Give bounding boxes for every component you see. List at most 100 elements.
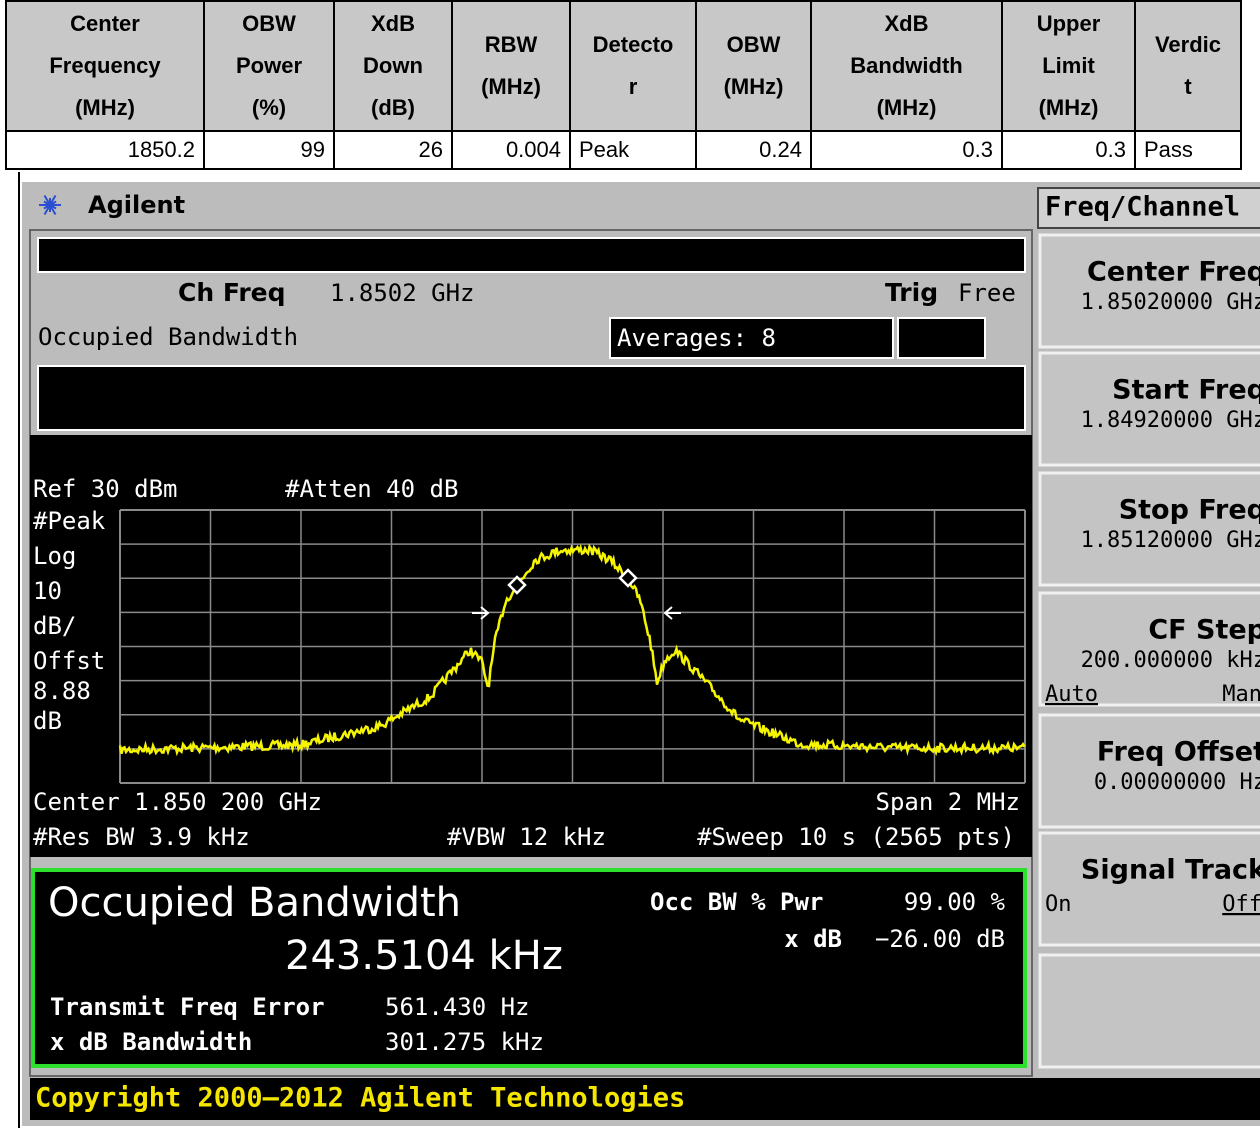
marker — [618, 568, 638, 588]
header-text: Frequency — [49, 53, 161, 78]
header-cell: OBW Power (%) — [203, 0, 335, 132]
softkey-value: 1.85020000 GHz — [1081, 290, 1260, 315]
data-cell: 0.3 — [1001, 130, 1136, 170]
softkey-option: Man — [1222, 682, 1260, 707]
softkey — [1038, 471, 1260, 587]
header-text: Limit — [1042, 53, 1095, 78]
softkey-option: On — [1045, 892, 1072, 917]
occ-value: 99.00 % — [904, 888, 1006, 916]
header-text: (MHz) — [723, 74, 784, 99]
xbw-value: 301.275 kHz — [385, 1028, 544, 1056]
header-text: (dB) — [371, 95, 415, 120]
result-title: Occupied Bandwidth — [48, 880, 461, 926]
occ-label: Occ BW % Pwr — [650, 888, 823, 916]
vbw: #VBW 12 kHz — [447, 823, 606, 851]
data-cell: 0.3 — [810, 130, 1003, 170]
data-row: 1850.2 99 26 0.004 Peak 0.24 0.3 0.3 Pass — [5, 130, 1242, 170]
header-text: XdB — [371, 11, 415, 36]
header-cell: Detecto r — [569, 0, 697, 132]
scale-label: 8.88 — [33, 677, 91, 705]
header-text: Bandwidth — [850, 53, 963, 78]
copyright-bar — [30, 1078, 1260, 1120]
header-text: Power — [235, 53, 303, 78]
softkey-label: CF Step — [1148, 615, 1260, 646]
data-cell: 26 — [333, 130, 453, 170]
header-text: r — [628, 74, 638, 99]
header-cell: XdB Bandwidth (MHz) — [810, 0, 1003, 132]
result-value: 243.5104 kHz — [285, 933, 563, 979]
data-cell: 0.004 — [451, 130, 571, 170]
header-text: OBW — [242, 11, 296, 36]
softkey — [1038, 351, 1260, 467]
header-text: Verdic — [1154, 32, 1222, 57]
averages-box — [609, 317, 894, 359]
softkey-option: Auto — [1045, 682, 1098, 707]
header-cell: RBW (MHz) — [451, 0, 571, 132]
center-freq: Center 1.850 200 GHz — [33, 788, 322, 816]
results-table: Center Frequency (MHz) OBW Power (%) XdB Down (d… — [5, 0, 1242, 170]
xdb-label: x dB — [784, 925, 842, 953]
softkey-value: 200.000000 kHz — [1081, 648, 1260, 673]
data-cell: Peak — [569, 130, 697, 170]
header-text: t — [1184, 74, 1192, 99]
header-cell: Center Frequency (MHz) — [5, 0, 205, 132]
header-cell: OBW (MHz) — [695, 0, 812, 132]
data-cell: Pass — [1134, 130, 1242, 170]
data-cell: 0.24 — [695, 130, 812, 170]
ch-freq: 1.8502 GHz — [330, 279, 475, 307]
xdb-value: −26.00 dB — [875, 925, 1005, 953]
softkey — [1038, 713, 1260, 829]
header-cell: Verdic t — [1134, 0, 1242, 132]
softkey-value: 1.84920000 GHz — [1081, 408, 1260, 433]
header-text: XdB — [884, 11, 929, 36]
scale-label: 10 — [33, 577, 62, 605]
softkey-label: Freq Offset — [1097, 737, 1260, 768]
softkey — [1038, 831, 1260, 947]
copyright: Copyright 2000–2012 Agilent Technologies — [35, 1083, 685, 1114]
status-box — [897, 317, 986, 359]
softkey-label: Signal Track — [1081, 855, 1260, 886]
bw-arrow — [663, 606, 681, 620]
header-text: (MHz) — [876, 95, 937, 120]
result-box — [31, 868, 1027, 1068]
header-text: OBW — [726, 32, 781, 57]
scale-label: #Peak — [33, 507, 106, 535]
header-text: Detecto — [592, 32, 674, 57]
bw-arrow — [472, 606, 490, 620]
header-text: RBW — [484, 32, 538, 57]
menu-title: Freq/Channel — [1045, 192, 1240, 223]
header-text: (MHz) — [481, 74, 541, 99]
softkey-label: Stop Freq — [1119, 495, 1260, 526]
softkey-label: Start Freq — [1112, 375, 1260, 406]
scale-label: Offst — [33, 647, 105, 675]
data-cell: 1850.2 — [5, 130, 205, 170]
header-text: (%) — [251, 95, 287, 120]
softkey-value: 1.85120000 GHz — [1081, 528, 1260, 553]
trig: Free — [958, 279, 1016, 307]
header-text: (MHz) — [1038, 95, 1099, 120]
softkey — [1038, 233, 1260, 349]
header-cell: XdB Down (dB) — [333, 0, 453, 132]
brand: Agilent — [88, 191, 185, 219]
header-cell: Upper Limit (MHz) — [1001, 0, 1136, 132]
analyzer-screen: Agilent Ch Freq 1.8502 GHz Trig Free Occupied… — [18, 172, 1260, 1128]
averages: Averages: 8 — [617, 324, 776, 352]
header-row: Center Frequency (MHz) OBW Power (%) XdB Down (d… — [5, 0, 1242, 132]
tfe-label: Transmit Freq Error — [50, 993, 325, 1021]
ch-freq-label: Ch Freq — [178, 278, 286, 307]
mode: Occupied Bandwidth — [38, 323, 298, 351]
ref-level: Ref 30 dBm — [33, 475, 178, 503]
softkey-option: Off — [1222, 892, 1260, 917]
agilent-logo — [39, 194, 61, 216]
marker — [507, 575, 527, 595]
atten: #Atten 40 dB — [285, 475, 458, 503]
header-text: Center — [70, 11, 140, 36]
spectrum-trace — [118, 543, 1026, 757]
softkey-label: Center Freq — [1087, 257, 1260, 288]
res-bw: #Res BW 3.9 kHz — [33, 823, 250, 851]
scale-label: dB — [33, 707, 62, 735]
header-text: Upper — [1036, 11, 1101, 36]
span: Span 2 MHz — [876, 788, 1021, 816]
softkey — [1038, 953, 1260, 1069]
